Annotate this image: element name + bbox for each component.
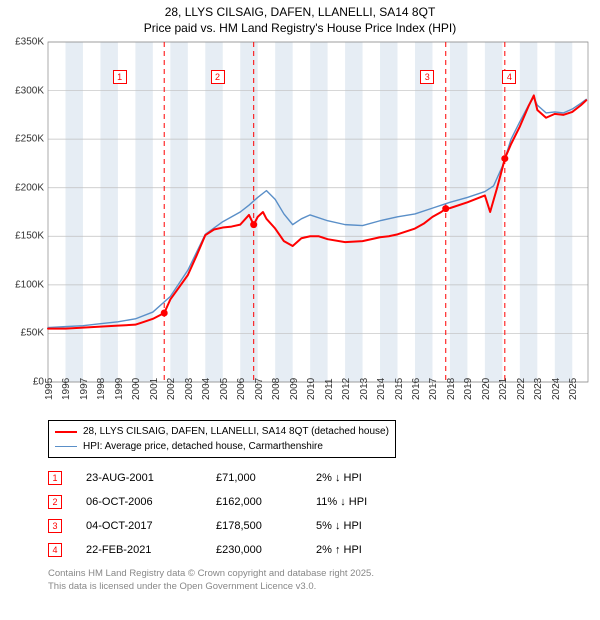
y-tick-label: £350K bbox=[15, 37, 44, 48]
x-tick-label: 2022 bbox=[516, 378, 527, 400]
legend-item-hpi: HPI: Average price, detached house, Carm… bbox=[55, 439, 389, 454]
sale-price: £230,000 bbox=[216, 544, 316, 556]
sales-table: 123-AUG-2001£71,0002% ↓ HPI206-OCT-2006£… bbox=[48, 466, 426, 562]
y-tick-label: £150K bbox=[15, 231, 44, 242]
sale-row: 2 06-OCT-2006£162,00011% ↓ HPI bbox=[48, 490, 426, 514]
x-tick-label: 2016 bbox=[411, 378, 422, 400]
chart-title: 28, LLYS CILSAIG, DAFEN, LLANELLI, SA14 … bbox=[0, 0, 600, 36]
x-tick-label: 1998 bbox=[96, 378, 107, 400]
x-tick-label: 2025 bbox=[568, 378, 579, 400]
x-tick-label: 2024 bbox=[551, 378, 562, 400]
footer-line-2: This data is licensed under the Open Gov… bbox=[48, 581, 374, 594]
footer-attribution: Contains HM Land Registry data © Crown c… bbox=[48, 568, 374, 594]
y-tick-label: £50K bbox=[21, 328, 44, 339]
legend: 28, LLYS CILSAIG, DAFEN, LLANELLI, SA14 … bbox=[48, 420, 396, 458]
sale-price: £162,000 bbox=[216, 496, 316, 508]
sale-marker-4: 4 bbox=[502, 70, 516, 84]
x-tick-label: 1997 bbox=[79, 378, 90, 400]
sale-delta: 2% ↑ HPI bbox=[316, 544, 426, 556]
x-tick-label: 2008 bbox=[271, 378, 282, 400]
footer-line-1: Contains HM Land Registry data © Crown c… bbox=[48, 568, 374, 581]
sale-row-marker: 4 bbox=[48, 543, 62, 557]
x-tick-label: 2002 bbox=[166, 378, 177, 400]
x-tick-label: 1999 bbox=[114, 378, 125, 400]
sale-price: £71,000 bbox=[216, 472, 316, 484]
x-tick-label: 2019 bbox=[463, 378, 474, 400]
x-tick-label: 2006 bbox=[236, 378, 247, 400]
title-line-2: Price paid vs. HM Land Registry's House … bbox=[0, 20, 600, 36]
sale-marker-3: 3 bbox=[420, 70, 434, 84]
x-tick-label: 2017 bbox=[428, 378, 439, 400]
chart-svg bbox=[48, 42, 588, 382]
y-tick-label: £250K bbox=[15, 134, 44, 145]
sale-delta: 2% ↓ HPI bbox=[316, 472, 426, 484]
y-tick-label: £0 bbox=[33, 377, 44, 388]
sale-date: 23-AUG-2001 bbox=[86, 472, 216, 484]
legend-swatch-1 bbox=[55, 431, 77, 433]
sale-row: 4 22-FEB-2021£230,0002% ↑ HPI bbox=[48, 538, 426, 562]
x-tick-label: 2015 bbox=[394, 378, 405, 400]
x-tick-label: 2009 bbox=[289, 378, 300, 400]
y-tick-label: £300K bbox=[15, 85, 44, 96]
x-tick-label: 1996 bbox=[61, 378, 72, 400]
x-tick-label: 2001 bbox=[149, 378, 160, 400]
x-tick-label: 2018 bbox=[446, 378, 457, 400]
y-tick-label: £200K bbox=[15, 182, 44, 193]
legend-swatch-2 bbox=[55, 446, 77, 447]
legend-item-price-paid: 28, LLYS CILSAIG, DAFEN, LLANELLI, SA14 … bbox=[55, 424, 389, 439]
x-tick-label: 2010 bbox=[306, 378, 317, 400]
sale-row: 3 04-OCT-2017£178,5005% ↓ HPI bbox=[48, 514, 426, 538]
x-tick-label: 2005 bbox=[219, 378, 230, 400]
sale-row-marker: 3 bbox=[48, 519, 62, 533]
x-tick-label: 2007 bbox=[254, 378, 265, 400]
x-tick-label: 2014 bbox=[376, 378, 387, 400]
legend-label-1: 28, LLYS CILSAIG, DAFEN, LLANELLI, SA14 … bbox=[83, 424, 389, 439]
chart-container: 28, LLYS CILSAIG, DAFEN, LLANELLI, SA14 … bbox=[0, 0, 600, 620]
sale-date: 04-OCT-2017 bbox=[86, 520, 216, 532]
plot-area: 1234£0£50K£100K£150K£200K£250K£300K£350K… bbox=[48, 42, 588, 382]
sale-row-marker: 1 bbox=[48, 471, 62, 485]
x-tick-label: 2003 bbox=[184, 378, 195, 400]
x-tick-label: 2011 bbox=[324, 378, 335, 400]
sale-price: £178,500 bbox=[216, 520, 316, 532]
x-tick-label: 2000 bbox=[131, 378, 142, 400]
sale-marker-1: 1 bbox=[113, 70, 127, 84]
title-line-1: 28, LLYS CILSAIG, DAFEN, LLANELLI, SA14 … bbox=[0, 4, 600, 20]
x-tick-label: 2021 bbox=[498, 378, 509, 400]
sale-row-marker: 2 bbox=[48, 495, 62, 509]
sale-delta: 11% ↓ HPI bbox=[316, 496, 426, 508]
sale-marker-2: 2 bbox=[211, 70, 225, 84]
sale-row: 1 23-AUG-2001£71,0002% ↓ HPI bbox=[48, 466, 426, 490]
legend-label-2: HPI: Average price, detached house, Carm… bbox=[83, 439, 323, 454]
x-tick-label: 2004 bbox=[201, 378, 212, 400]
y-tick-label: £100K bbox=[15, 279, 44, 290]
x-tick-label: 1995 bbox=[44, 378, 55, 400]
sale-date: 06-OCT-2006 bbox=[86, 496, 216, 508]
x-tick-label: 2023 bbox=[533, 378, 544, 400]
sale-date: 22-FEB-2021 bbox=[86, 544, 216, 556]
x-tick-label: 2013 bbox=[359, 378, 370, 400]
x-tick-label: 2020 bbox=[481, 378, 492, 400]
x-tick-label: 2012 bbox=[341, 378, 352, 400]
sale-delta: 5% ↓ HPI bbox=[316, 520, 426, 532]
